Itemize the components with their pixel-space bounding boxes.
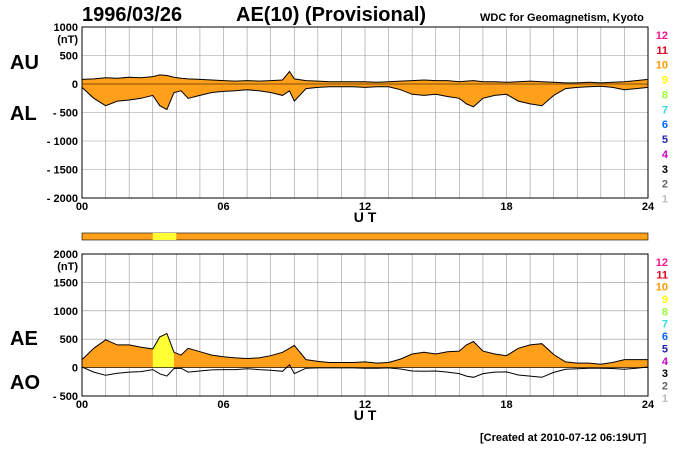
p2-ytick-label: 500: [60, 334, 78, 346]
ao-series-label: AO: [10, 372, 40, 394]
p1-ytick-label: 500: [60, 51, 78, 63]
p1-level-label: 6: [662, 119, 668, 131]
p1-ytick-label: - 1500: [47, 165, 78, 177]
p1-xtick-label: 18: [500, 201, 512, 213]
p1-level-label: 4: [662, 149, 669, 161]
p1-level-label: 5: [662, 134, 668, 146]
p1-level-label: 9: [662, 75, 668, 87]
ae-series-label: AE: [10, 328, 38, 350]
p1-ytick-label: - 2000: [47, 193, 78, 205]
p1-level-label: 3: [662, 164, 668, 176]
al-series-line: [81, 85, 649, 111]
p2-highlight-fill: [152, 333, 174, 368]
p2-level-label: 1: [662, 393, 668, 405]
au-series-line: [81, 70, 649, 84]
p2-level-label: 5: [662, 343, 668, 355]
p2-xtick-label: 12: [359, 399, 371, 411]
ae-series-line: [81, 332, 648, 365]
p2-level-label: 2: [662, 380, 668, 392]
au-series-label: AU: [10, 52, 39, 74]
p2-level-label: 11: [656, 269, 668, 281]
p1-ytick-label: 0: [72, 79, 78, 91]
p1-level-label: 1: [662, 194, 668, 206]
p2-frame: [81, 253, 649, 397]
p2-ytick-label: 1000: [54, 306, 78, 318]
p1-xaxis-label: U T: [354, 209, 377, 225]
p1-ytick-label: - 1000: [47, 136, 78, 148]
p2-ytick-label: 1500: [54, 277, 78, 289]
chart-date: 1996/03/26: [82, 4, 183, 26]
p2-level-label: 10: [656, 282, 668, 294]
p2-level-label: 6: [662, 331, 668, 343]
p1-level-label: 2: [662, 179, 668, 191]
p2-area-fill: [82, 333, 648, 368]
p1-xtick-label: 12: [359, 201, 371, 213]
p2-level-label: 9: [662, 294, 668, 306]
source-label: WDC for Geomagnetism, Kyoto: [480, 12, 644, 24]
p1-level-label: 7: [662, 104, 668, 116]
p1-ytick-label: 1000: [54, 22, 78, 34]
activity-bar: [81, 232, 649, 241]
p2-xtick-label: 00: [76, 399, 88, 411]
p2-xtick-label: 18: [500, 399, 512, 411]
p2-ytick-label: - 500: [53, 391, 78, 403]
p2-level-label: 8: [662, 306, 668, 318]
p1-frame: [81, 26, 649, 199]
p2-level-label: 4: [662, 356, 669, 368]
p2-ytick-label: 0: [72, 363, 78, 375]
p2-level-label: 12: [656, 257, 668, 269]
p1-yunit-label: (nT): [57, 34, 78, 46]
p2-level-label: 7: [662, 319, 668, 331]
p1-ytick-label: - 500: [53, 108, 78, 120]
activity-bar-highlight: [152, 233, 177, 240]
p1-level-label: 12: [656, 30, 668, 42]
p2-xtick-label: 24: [642, 399, 655, 411]
chart-title: AE(10) (Provisional): [236, 4, 427, 26]
p1-xtick-label: 06: [217, 201, 229, 213]
p1-xtick-label: 24: [642, 201, 655, 213]
p1-level-label: 11: [656, 45, 668, 57]
p2-level-label: 3: [662, 368, 668, 380]
p1-level-label: 8: [662, 89, 668, 101]
al-series-label: AL: [10, 103, 37, 125]
p1-xtick-label: 00: [76, 201, 88, 213]
created-timestamp: [Created at 2010-07-12 06:19UT]: [480, 432, 647, 444]
p2-xtick-label: 06: [217, 399, 229, 411]
p2-xaxis-label: U T: [354, 407, 377, 423]
p2-yunit-label: (nT): [57, 261, 78, 273]
p1-level-label: 10: [656, 60, 668, 72]
p2-ytick-label: 2000: [54, 249, 78, 261]
